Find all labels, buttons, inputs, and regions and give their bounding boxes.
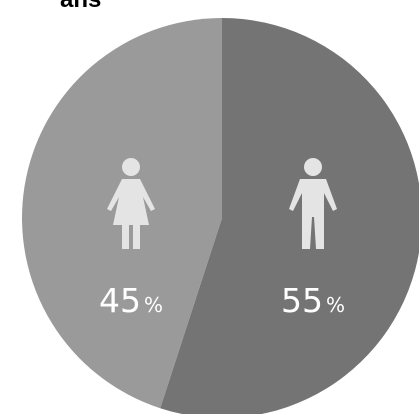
value-number: 55 bbox=[281, 281, 323, 320]
value-number: 45 bbox=[99, 281, 141, 320]
value-unit: % bbox=[144, 293, 163, 317]
value-unit: % bbox=[326, 293, 345, 317]
chart-title: ans bbox=[60, 0, 160, 14]
